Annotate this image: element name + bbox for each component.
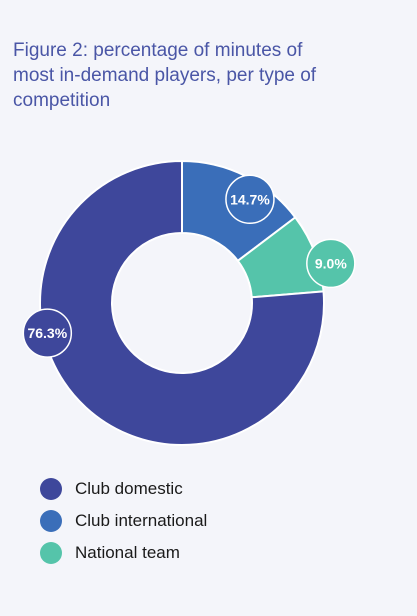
legend-item-club-domestic: Club domestic [40,473,207,505]
data-label-bubble-national-team [306,238,356,289]
legend-item-national-team: National team [40,537,207,569]
data-label-national-team: 9.0% [315,255,347,271]
chart-title: Figure 2: percentage of minutes of most … [13,38,373,113]
legend: Club domestic Club international Nationa… [40,473,207,569]
chart-title-line-3: competition [13,90,111,111]
donut-chart: 76.3% 14.7% 9.0% [22,159,356,446]
data-label-club-domestic: 76.3% [27,325,67,341]
chart-title-line-2: most in-demand players, per type of [13,65,317,86]
legend-label: National team [75,543,180,562]
chart-title-line-1: Figure 2: percentage of minutes of [13,40,303,61]
legend-swatch-national-team [40,542,62,564]
donut-slice-club-domestic [39,159,325,446]
data-label-bubble-club-international [225,174,275,225]
legend-label: Club domestic [75,479,183,498]
legend-swatch-club-international [40,510,62,532]
data-label-club-international: 14.7% [230,191,270,207]
data-label-bubble-club-domestic [22,308,73,358]
legend-swatch-club-domestic [40,478,62,500]
legend-label: Club international [75,511,208,530]
legend-item-club-international: Club international [40,505,207,537]
